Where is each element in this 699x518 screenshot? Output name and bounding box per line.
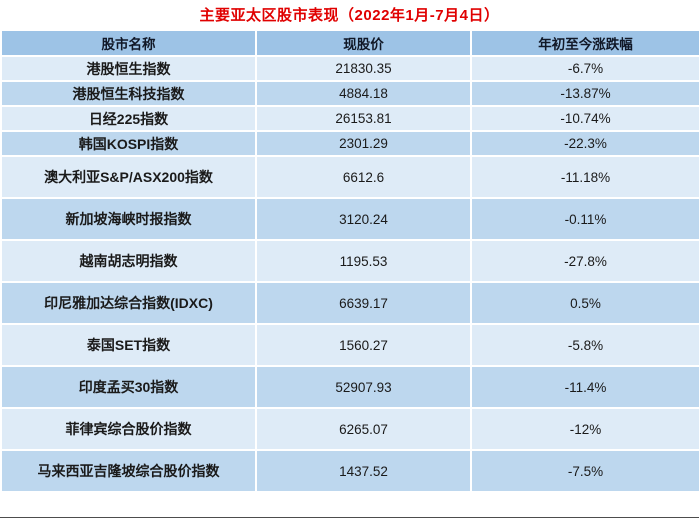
table-row: 泰国SET指数 1560.27 -5.8% — [0, 323, 699, 367]
table-row: 韩国KOSPI指数 2301.29 -22.3% — [0, 130, 699, 157]
col-header-current-price: 现股价 — [255, 29, 472, 57]
current-price-cell: 4884.18 — [255, 80, 472, 107]
ytd-change-cell: -0.11% — [470, 197, 699, 241]
ytd-change-cell: 0.5% — [470, 281, 699, 325]
market-table: 股市名称 现股价 年初至今涨跌幅 港股恒生指数 21830.35 -6.7% 港… — [0, 29, 699, 493]
current-price-cell: 1437.52 — [255, 449, 472, 493]
table-row: 港股恒生科技指数 4884.18 -13.87% — [0, 80, 699, 107]
table-row: 印尼雅加达综合指数(IDXC) 6639.17 0.5% — [0, 281, 699, 325]
ytd-change-cell: -12% — [470, 407, 699, 451]
ytd-change-cell: -5.8% — [470, 323, 699, 367]
current-price-cell: 6612.6 — [255, 155, 472, 199]
market-name-cell: 菲律宾综合股价指数 — [0, 407, 257, 451]
market-name-cell: 港股恒生指数 — [0, 55, 257, 82]
ytd-change-cell: -7.5% — [470, 449, 699, 493]
market-name-cell: 马来西亚吉隆坡综合股价指数 — [0, 449, 257, 493]
table-row: 印度孟买30指数 52907.93 -11.4% — [0, 365, 699, 409]
ytd-change-cell: -27.8% — [470, 239, 699, 283]
current-price-cell: 1560.27 — [255, 323, 472, 367]
current-price-cell: 6265.07 — [255, 407, 472, 451]
table-row: 港股恒生指数 21830.35 -6.7% — [0, 55, 699, 82]
col-header-ytd-change: 年初至今涨跌幅 — [470, 29, 699, 57]
market-name-cell: 新加坡海峡时报指数 — [0, 197, 257, 241]
table-row: 新加坡海峡时报指数 3120.24 -0.11% — [0, 197, 699, 241]
table-header-row: 股市名称 现股价 年初至今涨跌幅 — [0, 29, 699, 57]
ytd-change-cell: -11.18% — [470, 155, 699, 199]
market-name-cell: 日经225指数 — [0, 105, 257, 132]
current-price-cell: 52907.93 — [255, 365, 472, 409]
ytd-change-cell: -11.4% — [470, 365, 699, 409]
table-row: 马来西亚吉隆坡综合股价指数 1437.52 -7.5% — [0, 449, 699, 493]
ytd-change-cell: -22.3% — [470, 130, 699, 157]
table-body: 港股恒生指数 21830.35 -6.7% 港股恒生科技指数 4884.18 -… — [0, 55, 699, 493]
ytd-change-cell: -6.7% — [470, 55, 699, 82]
table-row: 澳大利亚S&P/ASX200指数 6612.6 -11.18% — [0, 155, 699, 199]
market-name-cell: 泰国SET指数 — [0, 323, 257, 367]
current-price-cell: 1195.53 — [255, 239, 472, 283]
table-row: 日经225指数 26153.81 -10.74% — [0, 105, 699, 132]
market-name-cell: 韩国KOSPI指数 — [0, 130, 257, 157]
table-row: 越南胡志明指数 1195.53 -27.8% — [0, 239, 699, 283]
market-name-cell: 港股恒生科技指数 — [0, 80, 257, 107]
current-price-cell: 26153.81 — [255, 105, 472, 132]
market-name-cell: 澳大利亚S&P/ASX200指数 — [0, 155, 257, 199]
current-price-cell: 3120.24 — [255, 197, 472, 241]
current-price-cell: 6639.17 — [255, 281, 472, 325]
ytd-change-cell: -10.74% — [470, 105, 699, 132]
current-price-cell: 2301.29 — [255, 130, 472, 157]
page-title: 主要亚太区股市表现（2022年1月-7月4日） — [199, 7, 500, 24]
ytd-change-cell: -13.87% — [470, 80, 699, 107]
title-bar: 主要亚太区股市表现（2022年1月-7月4日） — [0, 0, 699, 29]
market-name-cell: 越南胡志明指数 — [0, 239, 257, 283]
table-row: 菲律宾综合股价指数 6265.07 -12% — [0, 407, 699, 451]
market-name-cell: 印度孟买30指数 — [0, 365, 257, 409]
market-name-cell: 印尼雅加达综合指数(IDXC) — [0, 281, 257, 325]
col-header-market-name: 股市名称 — [0, 29, 257, 57]
current-price-cell: 21830.35 — [255, 55, 472, 82]
